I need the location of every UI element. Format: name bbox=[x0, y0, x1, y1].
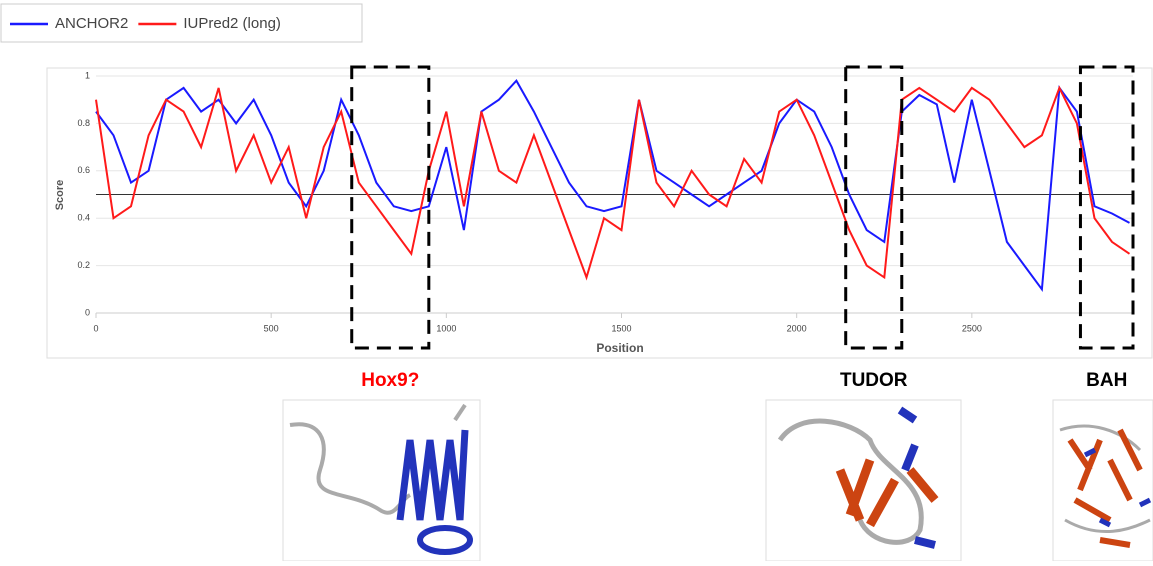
x-tick-label: 500 bbox=[264, 323, 279, 333]
x-tick-label: 2000 bbox=[787, 323, 807, 333]
highlight-box bbox=[1078, 65, 1135, 350]
y-axis-label: Score bbox=[54, 180, 66, 211]
annotation-label: Hox9? bbox=[361, 370, 419, 391]
legend-box bbox=[0, 3, 363, 43]
structure-tudor bbox=[765, 399, 962, 562]
y-tick-label: 1 bbox=[85, 70, 90, 80]
structure-hox9 bbox=[282, 399, 481, 562]
legend-label: IUPred2 (long) bbox=[183, 15, 281, 32]
structure-bah bbox=[1052, 399, 1153, 562]
y-tick-label: 0.2 bbox=[77, 260, 90, 270]
legend-label: ANCHOR2 bbox=[55, 15, 128, 32]
x-tick-label: 1000 bbox=[436, 323, 456, 333]
x-axis-label: Position bbox=[596, 341, 643, 355]
highlight-box bbox=[350, 65, 431, 350]
x-tick-label: 0 bbox=[93, 323, 98, 333]
series-line bbox=[95, 85, 1131, 281]
x-tick-label: 1500 bbox=[611, 323, 631, 333]
y-tick-label: 0.4 bbox=[77, 213, 90, 223]
series-line bbox=[95, 79, 1130, 293]
annotation-label: TUDOR bbox=[840, 370, 908, 391]
chart-frame bbox=[46, 67, 1153, 359]
y-tick-label: 0.6 bbox=[77, 165, 90, 175]
y-tick-label: 0.8 bbox=[77, 118, 90, 128]
highlight-box bbox=[844, 65, 904, 350]
y-tick-label: 0 bbox=[85, 307, 90, 317]
annotation-label: BAH bbox=[1086, 370, 1127, 391]
x-tick-label: 2500 bbox=[962, 323, 982, 333]
